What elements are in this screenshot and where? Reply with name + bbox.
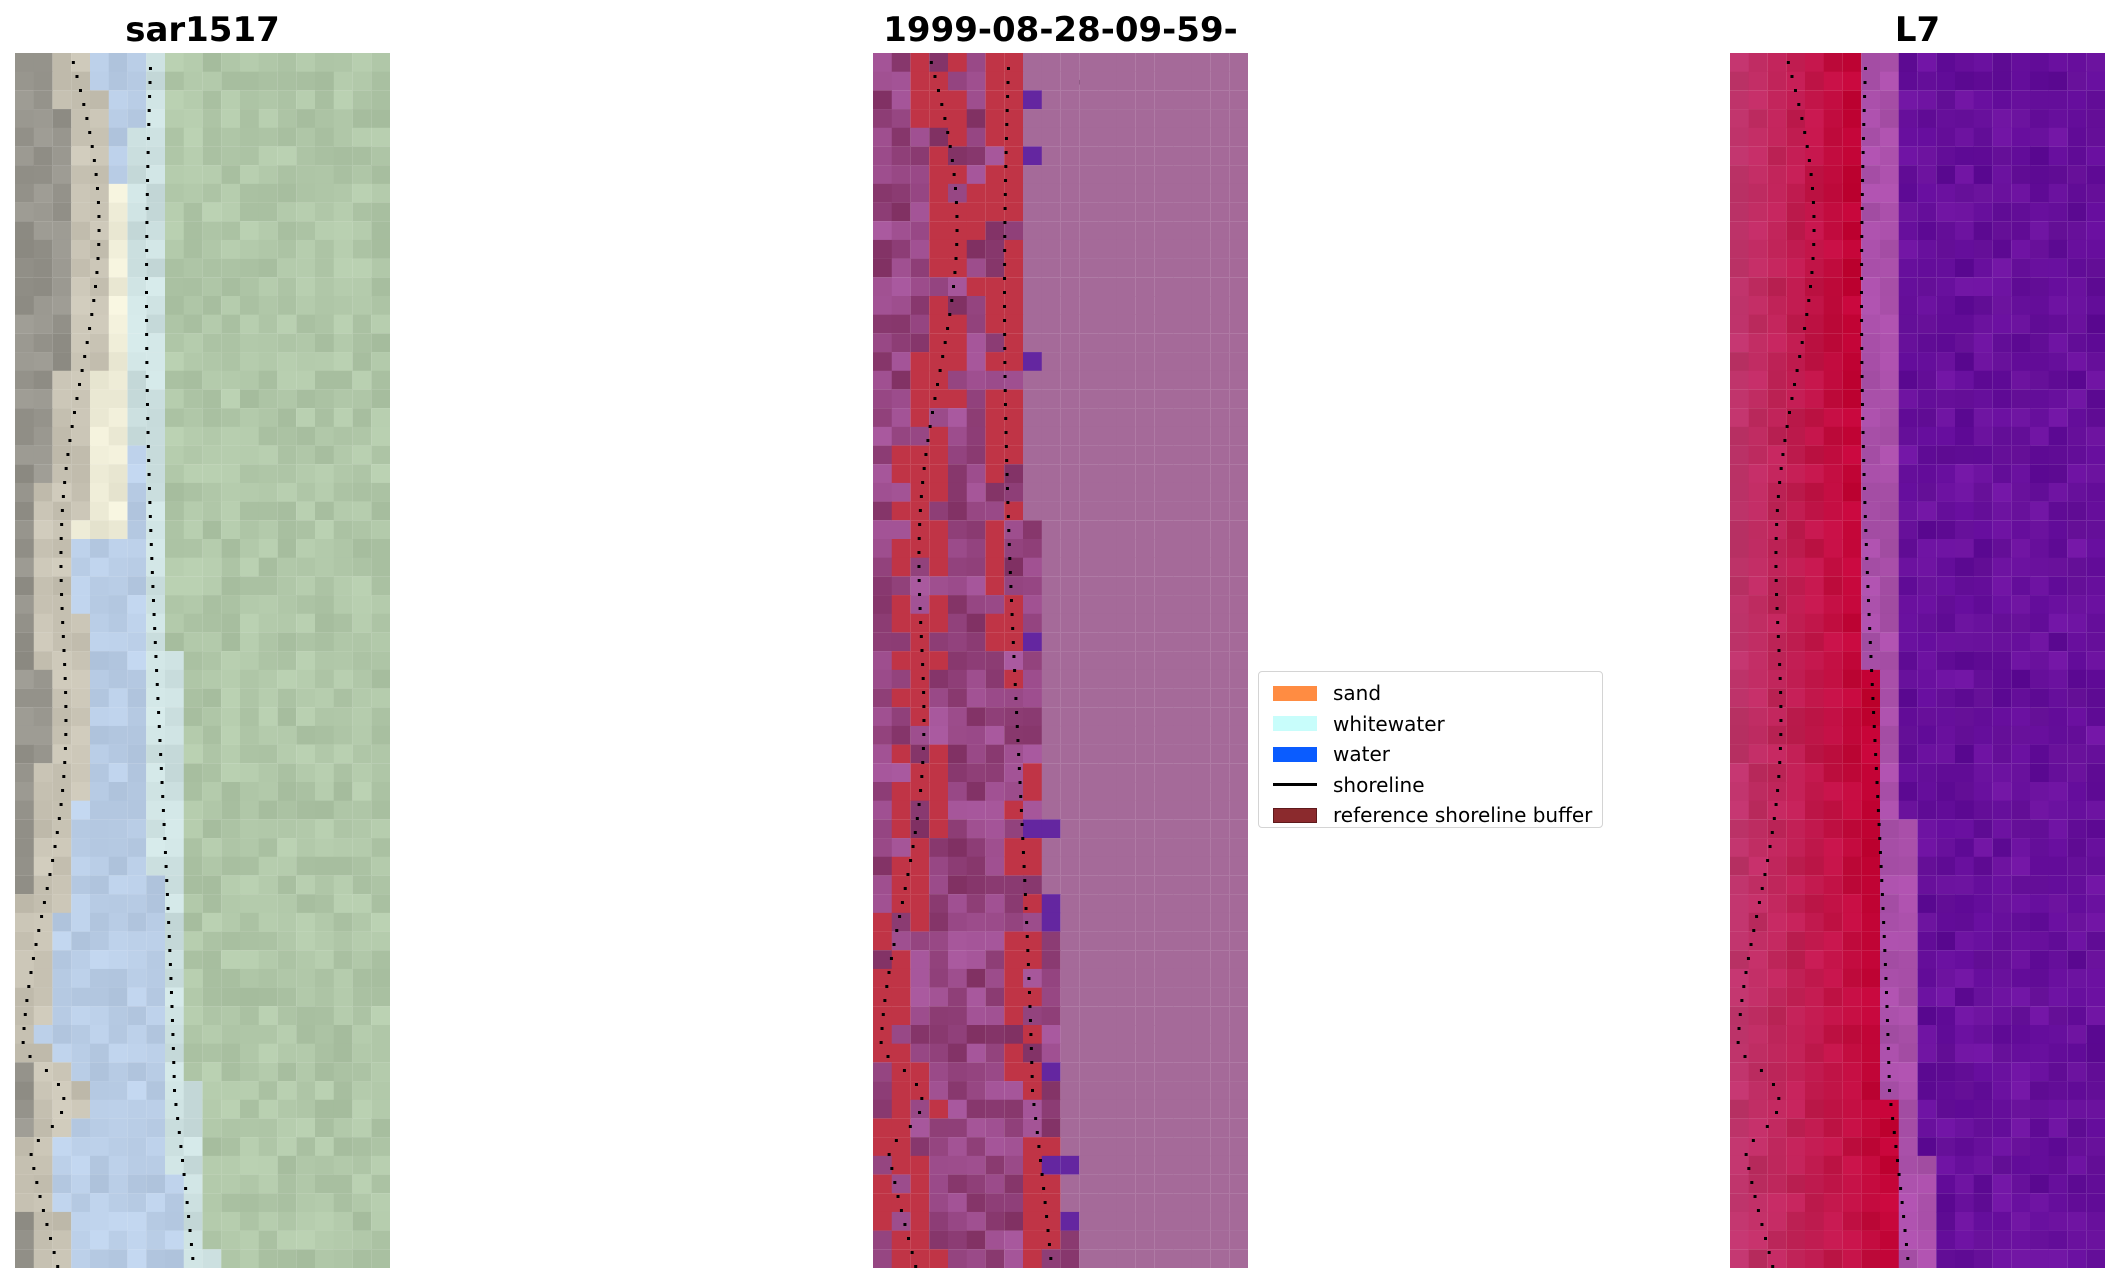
whitewater-swatch bbox=[1273, 716, 1317, 732]
classification-image-panel bbox=[873, 53, 1248, 1268]
sand-swatch bbox=[1273, 685, 1317, 701]
panel-title-classification: 1999-08-28-09-59-04 bbox=[883, 10, 1238, 98]
legend-label: reference shoreline buffer bbox=[1333, 803, 1593, 828]
reference-buffer-swatch bbox=[1273, 807, 1317, 823]
panel-title-rgb: sar1517 bbox=[125, 10, 280, 50]
legend-label: shoreline bbox=[1333, 772, 1425, 797]
index-image-panel bbox=[1730, 53, 2105, 1268]
rgb-image-panel bbox=[15, 53, 390, 1268]
shoreline-line-swatch bbox=[1273, 783, 1317, 787]
legend-item-water: water bbox=[1265, 739, 1602, 770]
legend: sand whitewater water shoreline referenc… bbox=[1258, 671, 1603, 828]
classification-image bbox=[873, 53, 1248, 1268]
panel-title-index: L7 bbox=[1894, 10, 1941, 50]
rgb-image bbox=[15, 53, 390, 1268]
legend-item-reference-buffer: reference shoreline buffer bbox=[1265, 800, 1602, 831]
index-image bbox=[1730, 53, 2105, 1268]
legend-label: water bbox=[1333, 742, 1390, 767]
legend-item-shoreline: shoreline bbox=[1265, 770, 1602, 801]
legend-label: sand bbox=[1333, 681, 1382, 706]
legend-item-sand: sand bbox=[1265, 678, 1602, 709]
water-swatch bbox=[1273, 746, 1317, 762]
legend-label: whitewater bbox=[1333, 711, 1445, 736]
legend-item-whitewater: whitewater bbox=[1265, 709, 1602, 740]
